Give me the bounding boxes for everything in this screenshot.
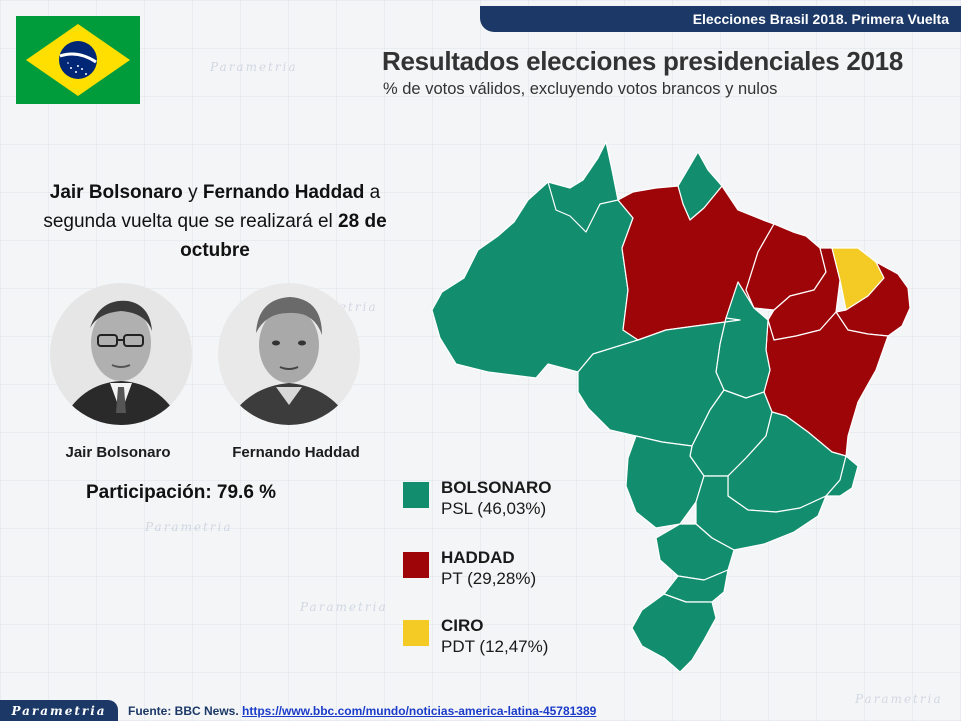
footer-source: Fuente: BBC News. https://www.bbc.com/mu… — [128, 704, 596, 718]
watermark: Parametria — [145, 520, 233, 534]
source-link[interactable]: https://www.bbc.com/mundo/noticias-ameri… — [242, 704, 597, 718]
legend-swatch-red — [403, 552, 429, 578]
header-title: Elecciones Brasil 2018. Primera Vuelta — [692, 11, 949, 27]
legend-detail: PSL (46,03%) — [441, 499, 547, 518]
legend-name: CIRO — [441, 616, 484, 635]
source-label: Fuente: BBC News. — [128, 704, 243, 718]
headline-date: 28 de octubre — [180, 211, 387, 261]
legend-swatch-yellow — [403, 620, 429, 646]
headline-text: a segunda vuelta que se realizará el — [43, 182, 381, 232]
legend-name: BOLSONARO — [441, 478, 552, 497]
region-mato-grosso-do-sul — [625, 435, 705, 529]
headline-bolsonaro: Jair Bolsonaro — [49, 182, 183, 203]
region-espirito-santo — [825, 455, 859, 497]
headline: Jair Bolsonaro y Fernando Haddad a segun… — [30, 178, 400, 265]
legend-detail: PT (29,28%) — [441, 569, 537, 588]
participation-text: Participación: 79.6 % — [86, 482, 277, 503]
watermark: Parametria — [855, 692, 943, 706]
header-bar: Elecciones Brasil 2018. Primera Vuelta — [480, 6, 961, 32]
legend-detail: PDT (12,47%) — [441, 637, 549, 656]
headline-text: y — [182, 182, 203, 203]
region-roraima — [547, 141, 619, 233]
region-rio-grande-do-sul — [631, 593, 717, 673]
candidate-name-bolsonaro: Jair Bolsonaro — [65, 444, 171, 461]
watermark: Parametria — [210, 60, 298, 74]
brazil-results-map — [431, 141, 911, 673]
map-subtitle: % de votos válidos, excluyendo votos bra… — [383, 80, 778, 98]
legend-swatch-green — [403, 482, 429, 508]
parametria-logo: Parametria — [0, 700, 118, 721]
legend-name: HADDAD — [441, 548, 515, 567]
candidate-name-haddad: Fernando Haddad — [232, 444, 360, 461]
headline-haddad: Fernando Haddad — [202, 182, 365, 203]
watermark: Parametria — [300, 600, 388, 614]
map-title: Resultados elecciones presidenciales 201… — [382, 46, 903, 76]
brazil-flag-icon — [16, 16, 140, 104]
portrait-bolsonaro — [50, 283, 192, 425]
portrait-haddad — [218, 283, 360, 425]
